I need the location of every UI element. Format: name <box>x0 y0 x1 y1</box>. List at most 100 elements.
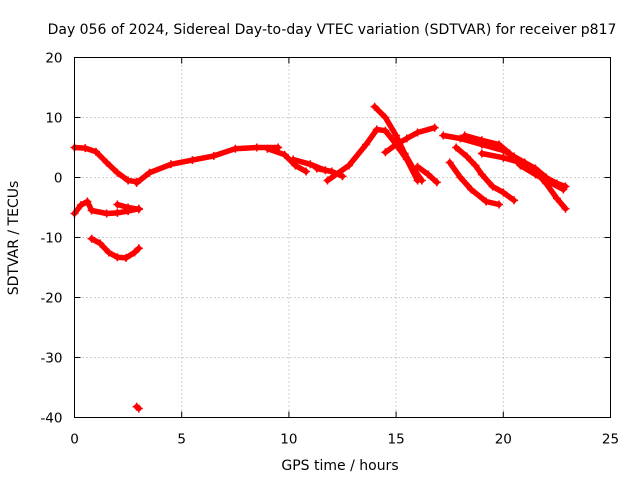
y-tick-label: -30 <box>40 351 62 367</box>
series-arc-12 <box>452 143 519 205</box>
data-point-marker <box>445 158 454 167</box>
data-point-marker <box>289 155 298 164</box>
data-point-marker <box>561 204 570 213</box>
data-point-marker <box>124 203 133 212</box>
data-point-marker <box>280 150 289 159</box>
data-point-marker <box>516 158 525 167</box>
data-point-marker <box>76 201 85 210</box>
x-tick-label: 25 <box>602 432 619 448</box>
data-point-marker <box>495 140 504 149</box>
series-arc-16 <box>113 200 143 214</box>
data-point-marker <box>471 161 480 170</box>
y-axis-label: SDTVAR / TECUs <box>6 181 22 296</box>
data-point-marker <box>477 136 486 145</box>
data-point-marker <box>302 167 311 176</box>
data-point-marker <box>344 161 353 170</box>
data-point-marker <box>362 140 371 149</box>
data-point-marker <box>124 176 133 185</box>
data-point-marker <box>439 131 448 140</box>
data-point-marker <box>456 173 465 182</box>
y-tick-label: -20 <box>40 291 62 307</box>
data-point-marker <box>477 170 486 179</box>
data-point-marker <box>134 244 143 253</box>
data-point-marker <box>132 178 141 187</box>
data-point-marker <box>510 196 519 205</box>
data-point-marker <box>495 200 504 209</box>
data-point-marker <box>452 143 461 152</box>
y-tick-label: -40 <box>40 411 62 427</box>
data-point-marker <box>400 149 409 158</box>
chart-title: Day 056 of 2024, Sidereal Day-to-day VTE… <box>48 22 617 38</box>
data-point-marker <box>104 248 113 257</box>
data-point-marker <box>402 134 411 143</box>
data-point-marker <box>91 147 100 156</box>
plot-frame <box>74 57 611 418</box>
y-tick-label: -10 <box>40 231 62 247</box>
data-point-marker <box>130 248 139 257</box>
data-point-marker <box>102 209 111 218</box>
series-arc-14 <box>477 149 570 213</box>
data-point-marker <box>83 197 92 206</box>
y-tick-label: 10 <box>45 111 62 127</box>
y-tick-label: 0 <box>54 171 63 187</box>
data-point-marker <box>209 151 218 160</box>
data-point-marker <box>312 164 321 173</box>
data-point-marker <box>559 185 568 194</box>
data-point-marker <box>413 128 422 137</box>
data-point-marker <box>467 185 476 194</box>
series-arc-8 <box>381 123 439 157</box>
data-point-marker <box>134 404 143 413</box>
data-point-marker <box>462 152 471 161</box>
series-arc-1 <box>70 143 141 186</box>
data-point-marker <box>499 188 508 197</box>
data-point-marker <box>231 144 240 153</box>
data-point-marker <box>188 156 197 165</box>
data-point-marker <box>477 149 486 158</box>
series-arc-17 <box>87 234 143 262</box>
data-point-marker <box>306 160 315 169</box>
data-point-marker <box>424 170 433 179</box>
series-arc-2 <box>132 143 283 187</box>
y-tick-label: 20 <box>45 51 62 67</box>
axes: 0 5 10 15 20 25 -40 -30 -20 -10 0 10 20 <box>40 51 619 448</box>
data-point-marker <box>430 123 439 132</box>
data-point-marker <box>542 179 551 188</box>
data-point-marker <box>145 168 154 177</box>
data-point-marker <box>460 131 469 140</box>
grid-lines <box>74 57 611 418</box>
data-point-marker <box>87 206 96 215</box>
data-point-marker <box>432 178 441 187</box>
data-point-marker <box>113 208 122 217</box>
data-point-marker <box>381 113 390 122</box>
x-tick-label: 0 <box>70 432 79 448</box>
series-trace <box>88 235 142 261</box>
data-point-marker <box>102 158 111 167</box>
data-point-marker <box>96 239 105 248</box>
data-point-marker <box>113 168 122 177</box>
series-arc-13 <box>445 158 504 209</box>
x-tick-label: 10 <box>280 432 297 448</box>
series-arc-9 <box>413 162 441 187</box>
data-series-group <box>70 102 570 413</box>
x-axis-label: GPS time / hours <box>281 458 398 474</box>
data-point-marker <box>417 176 426 185</box>
data-point-marker <box>552 194 561 203</box>
x-tick-label: 5 <box>177 432 186 448</box>
data-point-marker <box>81 144 90 153</box>
data-point-marker <box>413 162 422 171</box>
data-point-marker <box>392 140 401 149</box>
data-point-marker <box>531 167 540 176</box>
data-point-marker <box>121 253 130 262</box>
data-point-marker <box>323 176 332 185</box>
data-point-marker <box>113 200 122 209</box>
data-point-marker <box>113 253 122 262</box>
data-point-marker <box>252 143 261 152</box>
data-point-marker <box>338 172 347 181</box>
data-point-marker <box>488 182 497 191</box>
x-tick-label: 20 <box>495 432 512 448</box>
data-point-marker <box>372 125 381 134</box>
data-point-marker <box>381 126 390 135</box>
x-tick-label: 15 <box>388 432 405 448</box>
data-point-marker <box>87 234 96 243</box>
